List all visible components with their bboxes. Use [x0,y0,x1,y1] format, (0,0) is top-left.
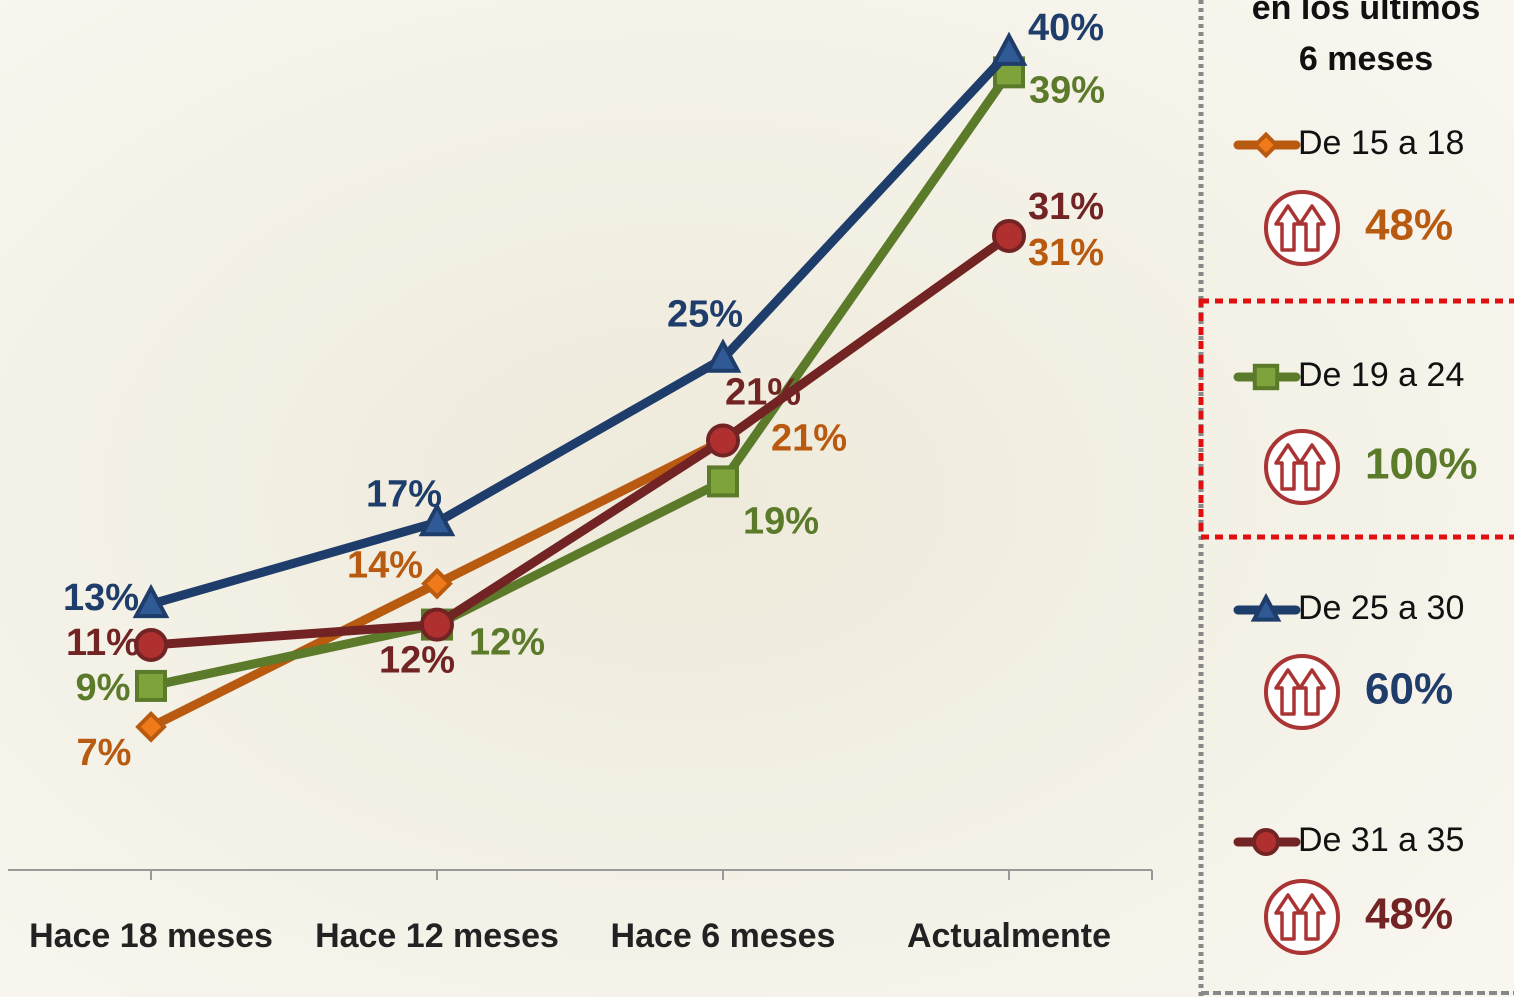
data-label: 11% [66,622,140,664]
data-label: 9% [76,667,131,709]
data-label: 17% [366,473,442,515]
icon-circle [1264,429,1340,505]
growth-icon [1264,879,1340,955]
marker [420,607,454,642]
marker [704,338,742,373]
legend-entry: De 25 a 30 60% [1233,589,1464,730]
legend-marker [1252,131,1280,159]
icon-circle [1264,879,1340,955]
data-label: 31% [1028,232,1104,274]
data-label: 7% [77,732,132,774]
marker [706,423,740,458]
marker [135,711,167,743]
highlight-box [1198,298,1514,540]
data-label: 21% [771,418,847,460]
data-label: 25% [667,294,743,336]
data-label: 31% [1028,186,1104,228]
icon-arrows [1274,204,1326,252]
legend-entry: De 31 a 35 48% [1233,821,1464,955]
data-label: 14% [347,545,423,587]
series [132,31,1028,619]
growth-value: 48% [1365,890,1453,939]
x-tick-label: Hace 18 meses [29,917,273,955]
icon-arrows [1274,893,1326,941]
legend-entry: De 15 a 18 48% [1233,124,1464,266]
marker [135,669,167,702]
legend-marker [1250,592,1282,622]
x-tick-label: Hace 6 meses [611,917,836,955]
data-label: 21% [725,372,801,414]
icon-arrows [1274,443,1326,491]
marker [707,465,739,498]
legend-marker [1252,363,1280,391]
legend-label: De 19 a 24 [1298,356,1464,394]
growth-icon [1264,190,1340,266]
icon-arrows [1274,668,1326,716]
marker [132,583,170,619]
marker [134,628,168,663]
growth-icon [1264,429,1340,505]
growth-value: 100% [1365,440,1478,489]
data-label: 19% [743,500,819,542]
data-label: 13% [63,577,139,619]
series-line [150,232,1012,650]
series-line [150,69,1013,691]
legend-title: en los últimos [1252,0,1481,27]
marker [990,31,1028,66]
legend-label: De 31 a 35 [1298,821,1464,859]
x-tick-label: Actualmente [907,917,1111,955]
data-label: 39% [1029,69,1105,111]
growth-value: 60% [1365,665,1453,714]
legend-title: 6 meses [1299,40,1433,78]
series [134,218,1026,663]
data-label: 12% [469,622,545,664]
marker [418,502,456,537]
icon-circle [1264,190,1340,266]
data-label: 40% [1028,7,1104,49]
growth-icon [1264,654,1340,730]
marker [992,218,1026,253]
x-tick-label: Hace 12 meses [315,917,559,955]
legend-label: De 25 a 30 [1298,589,1464,627]
legend-entry: De 19 a 24 100% [1233,356,1478,505]
data-label: 12% [379,640,455,682]
legend-marker [1252,828,1280,856]
series-line [149,48,1013,609]
growth-value: 48% [1365,201,1453,250]
icon-circle [1264,654,1340,730]
marker [421,567,453,600]
legend-label: De 15 a 18 [1298,124,1464,162]
